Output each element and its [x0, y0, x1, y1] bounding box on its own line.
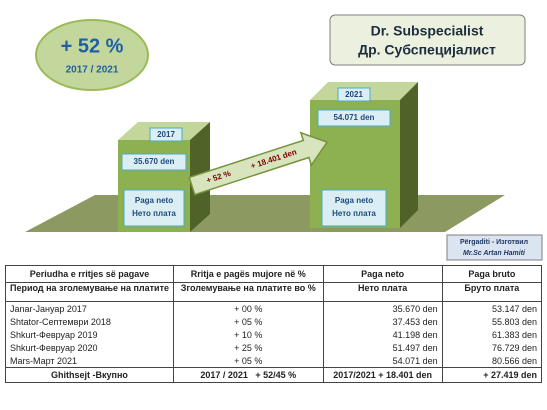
title-line2: Др. Субспецијалист	[358, 42, 496, 58]
arrow-shape	[188, 131, 329, 196]
table-header: Periudha e rritjes së pagave Rritja e pag…	[5, 265, 543, 302]
table-cell: + 00 %	[172, 301, 324, 315]
table-cell: Shkurt-Февруар 2019	[5, 328, 174, 341]
label-box	[123, 189, 185, 227]
table-cell: 51.497 den	[322, 341, 443, 354]
year-box	[337, 87, 371, 102]
bar-label: Paga neto	[135, 196, 173, 205]
table-row: Shtator-Септември 2018 + 05 % 37.453 den 55…	[5, 315, 543, 328]
bar-label: Нето плата	[332, 209, 376, 218]
credit-line1: Përgaditi - Изготвил	[460, 239, 528, 246]
infographic: + 52 % 2017 / 2021 Dr. Subspecialist Др.…	[25, 14, 543, 261]
table-cell: Janar-Јануар 2017	[5, 301, 174, 315]
table-cell: 53.147 den	[441, 301, 543, 315]
table-cell: 55.803 den	[441, 315, 543, 328]
badge-change: + 52 %	[61, 35, 124, 57]
table-cell: Shkurt-Февруар 2020	[5, 341, 174, 354]
header-row: Период на зголемување на платите Зголемув…	[5, 282, 543, 302]
title-line1: Dr. Subspecialist	[371, 23, 484, 39]
table-body: Janar-Јануар 2017 + 00 % 35.670 den 53.147 …	[5, 301, 543, 368]
header-cell: Rritja e pagës mujore në %	[172, 265, 324, 283]
bar-year: 2017	[157, 130, 175, 139]
badge-period: 2017 / 2021	[66, 65, 119, 76]
credit-line2: Mr.Sc Artan Hamiti	[463, 250, 526, 257]
title-box	[329, 14, 526, 66]
table-cell: 76.729 den	[441, 341, 543, 354]
table-row: Mars-Март 2021 + 05 % 54.071 den 80.566 den	[5, 354, 543, 368]
arrow: + 52 % + 18.401 den	[188, 131, 329, 196]
total-cell: Ghithsejt -Вкупно	[5, 367, 174, 383]
table-cell: 37.453 den	[322, 315, 443, 328]
bar-year: 2021	[345, 90, 363, 99]
salary-table: Periudha e rritjes së pagave Rritja e pag…	[5, 265, 543, 383]
header-cell: Paga bruto	[441, 265, 543, 283]
table-cell: + 05 %	[172, 315, 324, 328]
total-cell: + 27.419 den	[441, 367, 543, 383]
bar-side	[400, 82, 418, 228]
table-row: Shkurt-Февруар 2020 + 25 % 51.497 den 76.72…	[5, 341, 543, 354]
header-cell: Бруто плата	[441, 282, 543, 302]
header-cell: Зголемување на платите во %	[172, 282, 324, 302]
bar-label: Нето плата	[132, 209, 176, 218]
header-cell: Paga neto	[322, 265, 443, 283]
table-cell: Mars-Март 2021	[5, 354, 174, 368]
amount-box	[317, 109, 391, 127]
table-row: Janar-Јануар 2017 + 00 % 35.670 den 53.147 …	[5, 301, 543, 315]
table-cell: + 25 %	[172, 341, 324, 354]
table-cell: 61.383 den	[441, 328, 543, 341]
table-row: Shkurt-Февруар 2019 + 10 % 41.198 den 61.38…	[5, 328, 543, 341]
total-cell: 2017 / 2021 + 52/45 %	[172, 367, 324, 383]
table-cell: + 05 %	[172, 354, 324, 368]
header-cell: Periudha e rritjes së pagave	[5, 265, 174, 283]
total-cell: 2017/2021 + 18.401 den	[322, 367, 443, 383]
label-box	[321, 189, 387, 227]
header-cell: Нето плата	[322, 282, 443, 302]
bar-amount: 35.670 den	[134, 157, 175, 166]
table-cell: + 10 %	[172, 328, 324, 341]
table-cell: Shtator-Септември 2018	[5, 315, 174, 328]
header-cell: Период на зголемување на платите	[5, 282, 174, 302]
bar-amount: 54.071 den	[334, 113, 375, 122]
table-cell: 80.566 den	[441, 354, 543, 368]
table-footer: Ghithsejt -Вкупно 2017 / 2021 + 52/45 % 20…	[5, 367, 543, 383]
credit-box	[446, 234, 543, 261]
table-cell: 41.198 den	[322, 328, 443, 341]
total-row: Ghithsejt -Вкупно 2017 / 2021 + 52/45 % 20…	[5, 367, 543, 383]
year-box	[149, 127, 183, 142]
floor	[25, 195, 505, 232]
table-cell: 54.071 den	[322, 354, 443, 368]
badge-oval	[35, 19, 149, 91]
header-row: Periudha e rritjes së pagave Rritja e pag…	[5, 265, 543, 283]
table-cell: 35.670 den	[322, 301, 443, 315]
bar-label: Paga neto	[335, 196, 373, 205]
amount-box	[121, 153, 187, 171]
